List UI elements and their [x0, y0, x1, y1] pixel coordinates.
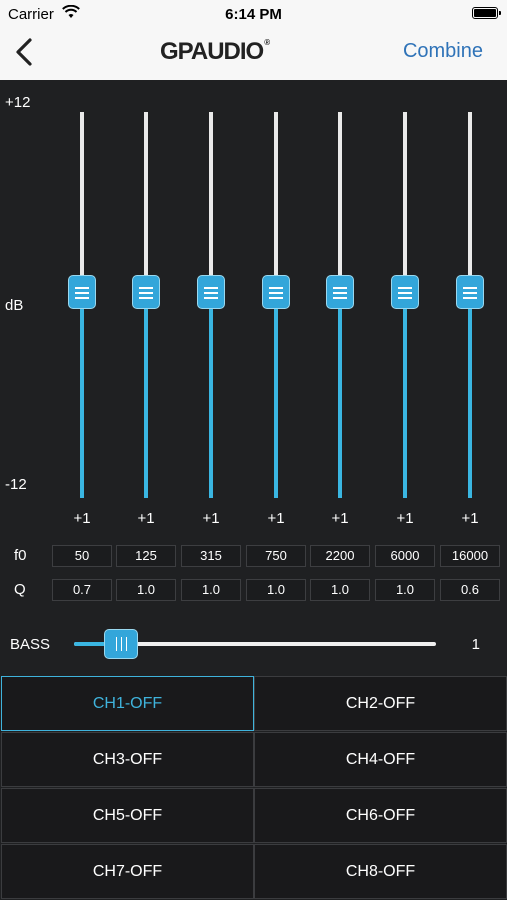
- channel-button-ch8[interactable]: CH8-OFF: [254, 844, 507, 899]
- eq-track-lower: [403, 292, 407, 498]
- f0-field[interactable]: 50: [52, 545, 112, 567]
- eq-track-upper: [468, 112, 472, 292]
- status-time: 6:14 PM: [225, 6, 282, 23]
- q-field[interactable]: 1.0: [116, 579, 176, 601]
- scale-mid-label: dB: [5, 297, 24, 314]
- eq-gain-value: +1: [267, 510, 285, 527]
- f0-field[interactable]: 125: [116, 545, 176, 567]
- q-field[interactable]: 1.0: [375, 579, 435, 601]
- logo-registered-mark: ®: [264, 38, 270, 47]
- eq-band-slider[interactable]: +1: [126, 112, 166, 532]
- channel-button-ch1[interactable]: CH1-OFF: [1, 676, 254, 731]
- q-row-label: Q: [14, 581, 26, 598]
- eq-band-slider[interactable]: +1: [256, 112, 296, 532]
- eq-band-slider[interactable]: +1: [385, 112, 425, 532]
- channel-button-ch3[interactable]: CH3-OFF: [1, 732, 254, 787]
- f0-field[interactable]: 2200: [310, 545, 370, 567]
- eq-track-upper: [403, 112, 407, 292]
- f0-row-label: f0: [14, 547, 27, 564]
- eq-gain-value: +1: [396, 510, 414, 527]
- q-field[interactable]: 0.6: [440, 579, 500, 601]
- bass-slider-fill: [74, 642, 121, 646]
- carrier-label: Carrier: [8, 6, 54, 23]
- eq-slider-knob[interactable]: [262, 275, 290, 309]
- eq-band-slider[interactable]: +1: [320, 112, 360, 532]
- eq-band-slider[interactable]: +1: [62, 112, 102, 532]
- q-field[interactable]: 1.0: [310, 579, 370, 601]
- status-bar: Carrier 6:14 PM: [0, 0, 507, 28]
- eq-slider-knob[interactable]: [132, 275, 160, 309]
- eq-track-upper: [80, 112, 84, 292]
- eq-band-slider[interactable]: +1: [191, 112, 231, 532]
- top-bar: Carrier 6:14 PM GPAUDIO® Combine: [0, 0, 507, 80]
- battery-icon: [472, 7, 501, 19]
- scale-bottom-label: -12: [5, 476, 27, 493]
- eq-band-slider[interactable]: +1: [450, 112, 490, 532]
- bass-slider-knob[interactable]: [103, 629, 138, 659]
- bass-slider-track[interactable]: [74, 642, 436, 646]
- q-field[interactable]: 0.7: [52, 579, 112, 601]
- f0-field[interactable]: 6000: [375, 545, 435, 567]
- eq-gain-value: +1: [202, 510, 220, 527]
- eq-track-upper: [209, 112, 213, 292]
- eq-slider-knob[interactable]: [68, 275, 96, 309]
- bass-label: BASS: [10, 636, 51, 653]
- eq-track-lower: [338, 292, 342, 498]
- q-field[interactable]: 1.0: [181, 579, 241, 601]
- channel-button-ch4[interactable]: CH4-OFF: [254, 732, 507, 787]
- app-logo: GPAUDIO®: [160, 38, 270, 68]
- q-field[interactable]: 1.0: [246, 579, 306, 601]
- channel-button-ch7[interactable]: CH7-OFF: [1, 844, 254, 899]
- f0-field[interactable]: 750: [246, 545, 306, 567]
- eq-track-lower: [144, 292, 148, 498]
- eq-gain-value: +1: [73, 510, 91, 527]
- eq-slider-knob[interactable]: [326, 275, 354, 309]
- eq-track-lower: [274, 292, 278, 498]
- chevron-left-icon[interactable]: [10, 36, 40, 68]
- logo-text: GPAUDIO: [160, 38, 264, 65]
- f0-field[interactable]: 315: [181, 545, 241, 567]
- wifi-icon: [62, 5, 80, 18]
- eq-track-lower: [80, 292, 84, 498]
- eq-gain-value: +1: [137, 510, 155, 527]
- combine-button[interactable]: Combine: [402, 40, 483, 62]
- eq-track-upper: [274, 112, 278, 292]
- scale-top-label: +12: [5, 94, 31, 111]
- eq-gain-value: +1: [461, 510, 479, 527]
- eq-track-lower: [468, 292, 472, 498]
- eq-track-lower: [209, 292, 213, 498]
- eq-slider-knob[interactable]: [197, 275, 225, 309]
- channel-button-ch5[interactable]: CH5-OFF: [1, 788, 254, 843]
- eq-track-upper: [144, 112, 148, 292]
- eq-gain-value: +1: [331, 510, 349, 527]
- eq-slider-knob[interactable]: [391, 275, 419, 309]
- eq-slider-knob[interactable]: [456, 275, 484, 309]
- channel-button-ch6[interactable]: CH6-OFF: [254, 788, 507, 843]
- channel-button-ch2[interactable]: CH2-OFF: [254, 676, 507, 731]
- eq-track-upper: [338, 112, 342, 292]
- f0-field[interactable]: 16000: [440, 545, 500, 567]
- bass-value: 1: [471, 636, 480, 653]
